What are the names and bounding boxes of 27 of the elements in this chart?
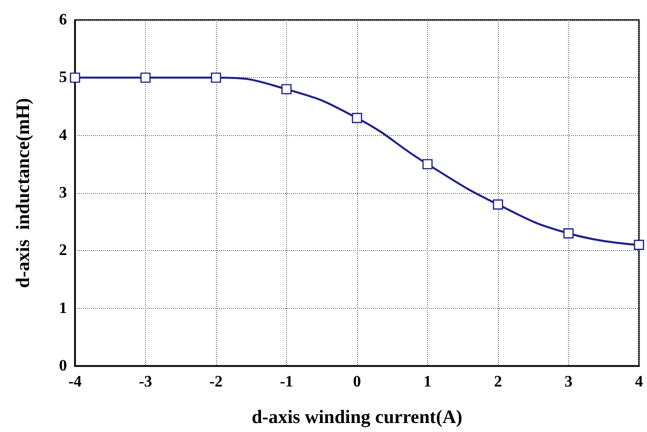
y-tick-label: 2 xyxy=(59,242,67,260)
y-tick-label: 1 xyxy=(59,300,67,317)
x-tick-label: 1 xyxy=(424,374,432,390)
point xyxy=(140,72,151,83)
point xyxy=(563,228,574,238)
point xyxy=(281,84,292,94)
point xyxy=(422,159,433,170)
point xyxy=(70,72,80,83)
x-tick-label: 0 xyxy=(353,374,361,390)
point xyxy=(634,240,644,250)
y-tick-label: 6 xyxy=(59,12,67,28)
point xyxy=(352,112,362,124)
x-tick-label: -2 xyxy=(209,374,223,390)
y-tick-label: 3 xyxy=(59,184,67,202)
x-tick-label: -3 xyxy=(138,374,152,390)
x-tick-label: -4 xyxy=(68,374,82,390)
x-tick-label: -1 xyxy=(280,374,294,390)
y-tick-label: 4 xyxy=(59,126,67,144)
x-tick-label: 3 xyxy=(564,374,572,390)
x-tick-label: 4 xyxy=(635,374,643,390)
x-tick-label: 2 xyxy=(494,374,502,390)
point xyxy=(492,199,504,210)
x-axis-title: d-axis winding current(A) xyxy=(252,407,462,428)
y-tick-label: 0 xyxy=(59,358,67,374)
point xyxy=(210,72,222,83)
y-tick-label: 5 xyxy=(59,69,67,86)
y-axis-title: d-axis inductance(mH) xyxy=(13,98,34,288)
